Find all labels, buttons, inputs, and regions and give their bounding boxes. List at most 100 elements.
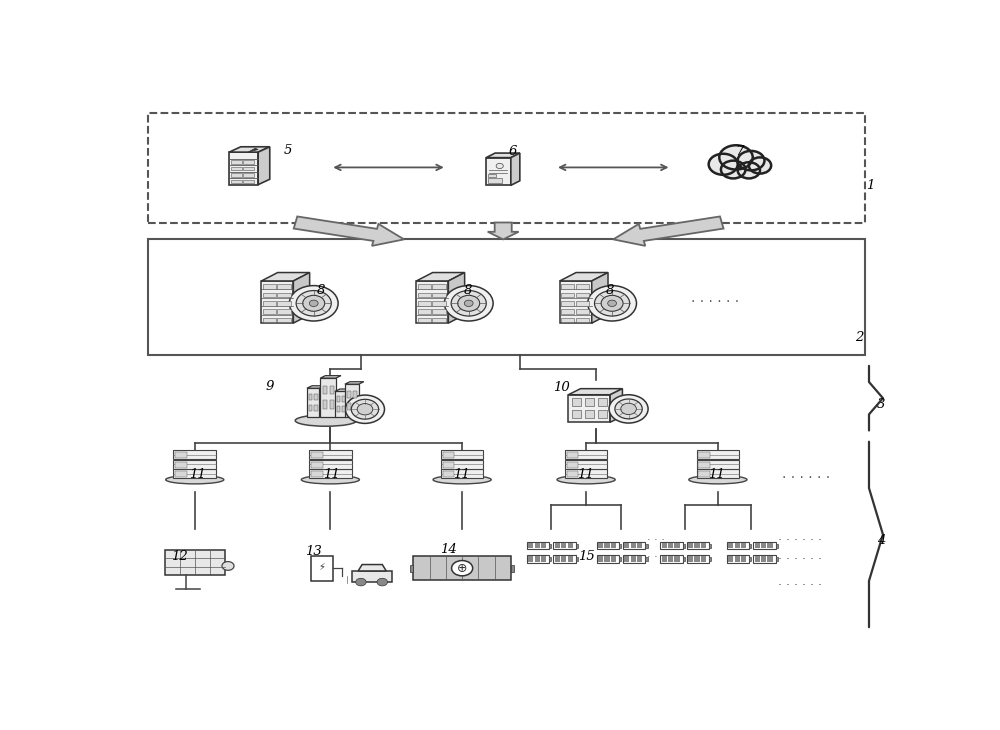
FancyBboxPatch shape bbox=[576, 557, 578, 561]
FancyBboxPatch shape bbox=[567, 452, 578, 458]
FancyBboxPatch shape bbox=[565, 460, 607, 469]
Polygon shape bbox=[294, 217, 404, 246]
FancyBboxPatch shape bbox=[263, 284, 276, 289]
Circle shape bbox=[719, 145, 753, 169]
FancyBboxPatch shape bbox=[668, 556, 673, 561]
FancyBboxPatch shape bbox=[443, 461, 454, 468]
Text: 15: 15 bbox=[578, 550, 595, 563]
Circle shape bbox=[458, 296, 480, 311]
FancyBboxPatch shape bbox=[567, 471, 578, 477]
Text: 5: 5 bbox=[284, 144, 292, 157]
FancyBboxPatch shape bbox=[541, 556, 546, 561]
Text: 11: 11 bbox=[189, 468, 206, 480]
Circle shape bbox=[709, 154, 738, 174]
Text: 11: 11 bbox=[453, 468, 470, 480]
FancyBboxPatch shape bbox=[727, 542, 749, 550]
FancyBboxPatch shape bbox=[323, 385, 327, 394]
Polygon shape bbox=[352, 571, 392, 582]
FancyBboxPatch shape bbox=[173, 460, 216, 469]
FancyBboxPatch shape bbox=[441, 450, 483, 459]
FancyBboxPatch shape bbox=[572, 398, 581, 407]
FancyBboxPatch shape bbox=[767, 543, 773, 548]
Polygon shape bbox=[448, 272, 465, 323]
Text: 11: 11 bbox=[323, 468, 339, 480]
FancyBboxPatch shape bbox=[688, 556, 693, 561]
Text: 4: 4 bbox=[877, 534, 885, 548]
FancyBboxPatch shape bbox=[549, 544, 551, 548]
FancyBboxPatch shape bbox=[243, 166, 254, 170]
FancyBboxPatch shape bbox=[576, 301, 589, 306]
FancyBboxPatch shape bbox=[148, 239, 865, 355]
FancyBboxPatch shape bbox=[694, 556, 700, 561]
FancyBboxPatch shape bbox=[741, 556, 746, 561]
FancyBboxPatch shape bbox=[619, 557, 621, 561]
Circle shape bbox=[749, 158, 771, 174]
Polygon shape bbox=[335, 389, 351, 391]
FancyBboxPatch shape bbox=[572, 410, 581, 418]
FancyBboxPatch shape bbox=[277, 318, 291, 323]
FancyBboxPatch shape bbox=[637, 556, 642, 561]
FancyBboxPatch shape bbox=[561, 301, 574, 306]
Text: · · · · · ·: · · · · · · bbox=[778, 534, 822, 547]
FancyBboxPatch shape bbox=[263, 310, 276, 314]
FancyBboxPatch shape bbox=[604, 556, 610, 561]
FancyBboxPatch shape bbox=[761, 543, 766, 548]
FancyBboxPatch shape bbox=[443, 471, 454, 477]
Circle shape bbox=[601, 296, 623, 311]
Polygon shape bbox=[486, 158, 511, 185]
FancyBboxPatch shape bbox=[749, 557, 751, 561]
FancyBboxPatch shape bbox=[488, 174, 496, 177]
FancyBboxPatch shape bbox=[694, 543, 700, 548]
FancyBboxPatch shape bbox=[709, 557, 711, 561]
FancyBboxPatch shape bbox=[624, 543, 629, 548]
Circle shape bbox=[351, 399, 379, 419]
FancyBboxPatch shape bbox=[688, 543, 693, 548]
FancyBboxPatch shape bbox=[528, 556, 533, 561]
FancyBboxPatch shape bbox=[567, 461, 578, 468]
FancyBboxPatch shape bbox=[309, 394, 312, 400]
FancyBboxPatch shape bbox=[753, 556, 776, 563]
Circle shape bbox=[738, 162, 760, 178]
Text: ⚡: ⚡ bbox=[318, 562, 325, 572]
FancyBboxPatch shape bbox=[527, 556, 549, 563]
Text: 2: 2 bbox=[855, 331, 863, 344]
FancyBboxPatch shape bbox=[565, 450, 607, 459]
FancyBboxPatch shape bbox=[674, 543, 680, 548]
FancyBboxPatch shape bbox=[314, 394, 318, 400]
FancyBboxPatch shape bbox=[687, 556, 709, 563]
Polygon shape bbox=[335, 391, 346, 417]
Circle shape bbox=[451, 291, 486, 316]
FancyBboxPatch shape bbox=[611, 556, 616, 561]
FancyBboxPatch shape bbox=[698, 471, 710, 477]
FancyBboxPatch shape bbox=[604, 543, 610, 548]
Text: 11: 11 bbox=[708, 468, 725, 480]
FancyBboxPatch shape bbox=[175, 461, 187, 468]
Text: · · · · · ·: · · · · · · bbox=[691, 296, 739, 310]
FancyBboxPatch shape bbox=[432, 318, 446, 323]
FancyBboxPatch shape bbox=[568, 543, 573, 548]
FancyBboxPatch shape bbox=[231, 166, 242, 170]
Ellipse shape bbox=[557, 475, 615, 484]
FancyBboxPatch shape bbox=[553, 542, 576, 550]
Text: 8: 8 bbox=[317, 284, 326, 297]
FancyBboxPatch shape bbox=[776, 544, 778, 548]
Polygon shape bbox=[345, 384, 359, 417]
Text: 14: 14 bbox=[440, 543, 456, 556]
FancyBboxPatch shape bbox=[631, 543, 636, 548]
FancyBboxPatch shape bbox=[637, 543, 642, 548]
FancyBboxPatch shape bbox=[311, 461, 323, 468]
FancyBboxPatch shape bbox=[674, 556, 680, 561]
Polygon shape bbox=[248, 148, 258, 152]
FancyBboxPatch shape bbox=[148, 113, 865, 223]
Text: · · · · · ·: · · · · · · bbox=[778, 553, 822, 566]
FancyBboxPatch shape bbox=[619, 544, 621, 548]
FancyBboxPatch shape bbox=[727, 556, 749, 563]
FancyBboxPatch shape bbox=[549, 557, 551, 561]
FancyBboxPatch shape bbox=[735, 556, 740, 561]
FancyBboxPatch shape bbox=[418, 310, 431, 314]
Circle shape bbox=[496, 164, 503, 169]
FancyBboxPatch shape bbox=[277, 301, 291, 306]
FancyBboxPatch shape bbox=[662, 543, 667, 548]
Text: 13: 13 bbox=[305, 545, 322, 558]
FancyBboxPatch shape bbox=[561, 284, 574, 289]
